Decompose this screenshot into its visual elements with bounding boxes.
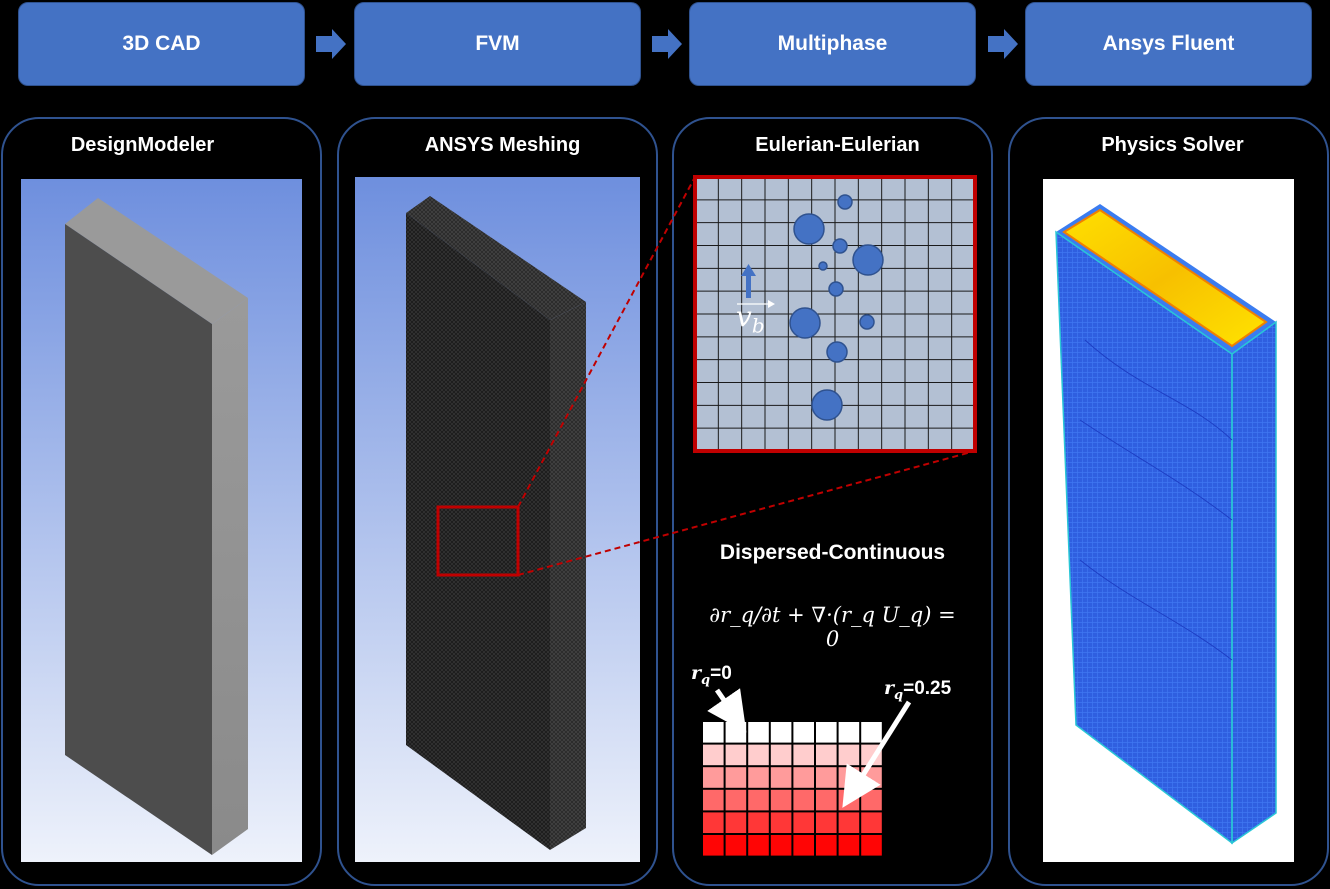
rq-low-value: =0 [710, 663, 732, 684]
velocity-label: vb [736, 300, 765, 338]
velocity-subscript: b [751, 313, 765, 338]
rq-symbol: r [691, 662, 702, 684]
fraction-cell [748, 767, 769, 788]
fraction-cell [816, 767, 837, 788]
fraction-cell [793, 767, 814, 788]
fraction-cell [725, 812, 747, 833]
rq-subscript: q [894, 687, 904, 703]
rq-subscript: q [701, 672, 711, 688]
fraction-cell [793, 789, 814, 811]
fraction-cell [748, 722, 769, 743]
fraction-cell [703, 722, 724, 743]
fraction-cell [725, 722, 747, 743]
stage-label: 3D CAD [122, 32, 201, 55]
fraction-cell [748, 835, 769, 856]
fraction-cell [861, 835, 882, 856]
stage-ansys-fluent: Ansys Fluent [1025, 2, 1312, 86]
fraction-cell [793, 722, 814, 743]
rq-high-value: =0.25 [903, 678, 952, 699]
fraction-cell [861, 722, 882, 743]
rq-symbol: r [884, 677, 895, 699]
rq-pointer-arrow-icon [707, 688, 912, 808]
fraction-cell [725, 789, 747, 811]
fraction-cell [861, 789, 882, 811]
panel-eulerian [672, 117, 993, 886]
fraction-cell [725, 767, 747, 788]
fraction-cell [725, 744, 747, 766]
fraction-cell [748, 812, 769, 833]
arrow-icon [316, 29, 1018, 59]
fraction-cell [748, 744, 769, 766]
section-title-dispersed: Dispersed-Continuous [719, 541, 946, 564]
fraction-cell [770, 722, 792, 743]
stage-label: Multiphase [777, 32, 888, 55]
fraction-cell [770, 789, 792, 811]
fraction-cell [816, 789, 837, 811]
fraction-cell [838, 722, 860, 743]
fraction-cell [838, 835, 860, 856]
fraction-cell [770, 767, 792, 788]
mesh-model-image [355, 177, 640, 862]
fraction-cell [793, 835, 814, 856]
panel-physics-solver [1008, 117, 1329, 886]
stage-fvm: FVM [354, 2, 641, 86]
fraction-cell [816, 835, 837, 856]
panel-title-physics-solver: Physics Solver [1101, 134, 1244, 156]
fraction-cell [816, 812, 837, 833]
bubble-group [789, 194, 884, 421]
rq-high-label: rq=0.25 [884, 677, 951, 703]
stage-label: FVM [475, 32, 520, 55]
fraction-cell [703, 789, 724, 811]
continuity-equation: ∂r_q/∂t + ∇·(r_q U_q) = 0 [709, 603, 956, 651]
fraction-cell [793, 812, 814, 833]
panel-title-eulerian: Eulerian-Eulerian [755, 134, 920, 156]
fluent-result-image [1043, 179, 1294, 862]
fraction-cell [770, 835, 792, 856]
velocity-arrow-icon [737, 264, 775, 308]
panel-ansys-meshing [337, 117, 658, 886]
fraction-cell [793, 744, 814, 766]
fraction-cell [838, 744, 860, 766]
velocity-symbol: v [736, 300, 752, 333]
cad-model-image [21, 179, 302, 862]
panel-title-ansys-meshing: ANSYS Meshing [424, 134, 581, 156]
fraction-cell [816, 744, 837, 766]
stage-3d-cad: 3D CAD [18, 2, 305, 86]
fraction-cell [838, 789, 860, 811]
stage-multiphase: Multiphase [689, 2, 976, 86]
fraction-cell [703, 835, 724, 856]
rq-low-label: rq=0 [691, 662, 732, 688]
fraction-cell [703, 767, 724, 788]
fraction-cell [703, 744, 724, 766]
panel-designmodeler [1, 117, 322, 886]
fraction-cell [770, 812, 792, 833]
fraction-cell [838, 812, 860, 833]
fraction-cell [725, 835, 747, 856]
fraction-cell [748, 789, 769, 811]
fraction-cell [703, 812, 724, 833]
fraction-cell [816, 722, 837, 743]
zoom-connector [517, 176, 976, 576]
fraction-cell [861, 812, 882, 833]
stage-label: Ansys Fluent [1102, 32, 1235, 55]
fraction-cell [770, 744, 792, 766]
panel-title-designmodeler: DesignModeler [70, 134, 215, 156]
zoom-box [436, 505, 520, 577]
